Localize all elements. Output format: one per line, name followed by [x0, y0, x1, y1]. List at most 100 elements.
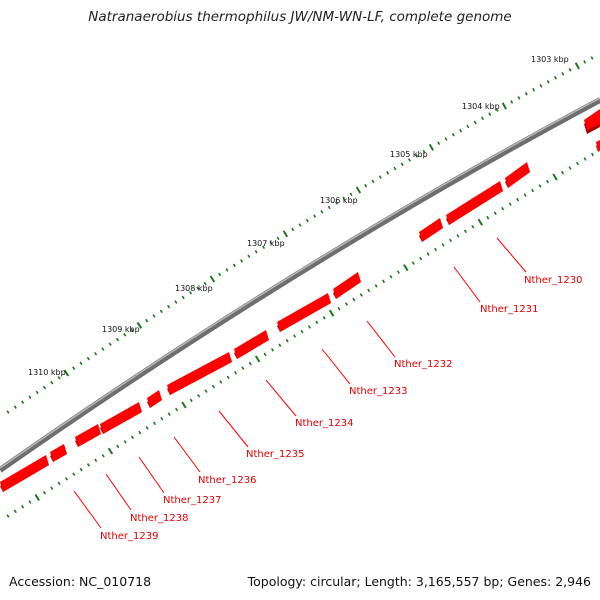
scale-tick	[524, 92, 528, 96]
scale-tick	[337, 306, 341, 311]
scale-tick	[441, 243, 445, 247]
gene-nther-1237[interactable]	[147, 390, 162, 408]
scale-tick	[552, 173, 558, 181]
scale-tick	[538, 184, 542, 188]
scale-tick	[374, 284, 378, 288]
gene-label-leaders	[73, 237, 527, 529]
scale-tick	[539, 84, 543, 88]
scale-tick	[422, 149, 426, 154]
scale-tick	[328, 309, 335, 317]
scale-tick	[378, 175, 382, 179]
gene-label-1232[interactable]: Nther_1232	[394, 359, 452, 370]
gene-nther-1229-partial[interactable]	[584, 109, 600, 134]
scale-tick	[86, 356, 90, 361]
scale-tick	[130, 328, 134, 332]
gene-label-1234[interactable]: Nther_1234	[295, 418, 353, 429]
scale-tick	[282, 230, 289, 238]
scale-tick	[352, 297, 356, 302]
scale-tick	[523, 193, 527, 197]
scale-tick	[43, 490, 47, 495]
scale-tick	[367, 288, 371, 293]
scale-tick	[28, 500, 32, 504]
scale-tick	[50, 380, 54, 385]
scale-tick	[516, 197, 520, 202]
scale-tick	[123, 333, 127, 337]
scale-tick	[456, 234, 460, 238]
gene-nther-1232[interactable]	[419, 218, 443, 242]
scale-tick	[219, 380, 223, 384]
gene-label-1231[interactable]: Nther_1231	[480, 304, 538, 315]
scale-tick	[248, 361, 252, 366]
scale-tick	[145, 426, 149, 430]
scale-tick	[115, 337, 120, 342]
scale-tick	[342, 196, 346, 201]
scale-tick	[13, 405, 17, 409]
scale-tick	[234, 370, 237, 375]
scale-tick	[159, 309, 163, 314]
scale-tick	[189, 398, 193, 403]
gene-label-1233[interactable]: Nther_1233	[349, 386, 407, 397]
gene-features	[0, 109, 600, 492]
gene-nther-1235[interactable]	[234, 330, 269, 359]
scale-tick	[400, 162, 404, 167]
scale-tick	[6, 514, 10, 518]
scale-tick	[116, 444, 120, 449]
gene-nther-1240[interactable]	[50, 444, 67, 462]
scale-tick	[196, 286, 200, 290]
scale-tick	[315, 320, 319, 325]
gene-label-1230[interactable]: Nther_1230	[524, 275, 582, 286]
gene-nther-1231[interactable]	[446, 181, 503, 225]
gene-nther-1233[interactable]	[333, 272, 361, 299]
scale-tick	[86, 463, 90, 467]
scale-tick	[211, 384, 215, 389]
scale-tick	[181, 295, 185, 300]
scale-tick	[590, 56, 594, 60]
genome-backbone	[0, 97, 600, 473]
scale-tick	[270, 348, 274, 352]
gene-label-1237[interactable]: Nther_1237	[163, 495, 221, 506]
scale-tick	[451, 133, 455, 137]
inner-scale-ticks	[6, 148, 600, 518]
scale-tick	[344, 302, 348, 306]
gene-nther-1238[interactable]	[100, 402, 142, 434]
outer-scale-ticks	[6, 56, 594, 414]
scale-tick	[209, 275, 216, 283]
scale-tick	[72, 472, 76, 477]
gene-label-1235[interactable]: Nther_1235	[246, 449, 304, 460]
gene-nther-1228-partial[interactable]	[596, 140, 600, 152]
scale-tick	[508, 202, 512, 206]
gene-nther-1241[interactable]	[0, 455, 49, 492]
scale-tick	[263, 352, 267, 357]
scale-tick	[57, 376, 61, 380]
scale-tick	[561, 72, 565, 76]
scale-tick	[477, 218, 483, 226]
scale-tick	[471, 224, 475, 229]
gene-nther-1236[interactable]	[167, 352, 232, 395]
gene-nther-1234[interactable]	[277, 293, 331, 332]
gene-label-1238[interactable]: Nther_1238	[130, 513, 188, 524]
scale-tick	[546, 179, 550, 184]
scale-tick	[386, 171, 390, 175]
gene-nther-1239[interactable]	[75, 424, 101, 447]
gene-nther-1230[interactable]	[505, 162, 530, 188]
scale-tick	[305, 218, 309, 223]
gene-label-1236[interactable]: Nther_1236	[198, 475, 256, 486]
scale-tick	[285, 338, 289, 343]
scale-labels: 1303 kbp 1304 kbp 1305 kbp 1306 kbp 1307…	[28, 55, 569, 377]
scale-tick	[145, 318, 149, 323]
scale-tick	[393, 166, 397, 171]
scale-tick	[300, 329, 304, 334]
scale-tick	[532, 88, 536, 92]
scale-tick	[546, 80, 550, 84]
scale-tick	[28, 395, 32, 400]
scale-tick	[175, 407, 179, 412]
gene-label-1239[interactable]: Nther_1239	[100, 531, 158, 542]
scale-tick	[327, 205, 331, 210]
page-title: Natranaerobius thermophilus JW/NM-WN-LF,…	[88, 9, 512, 25]
scale-tick	[254, 249, 258, 254]
scale-tick	[411, 261, 415, 265]
scale-tick	[481, 116, 484, 121]
scale-tick	[293, 334, 297, 338]
scale-tick	[531, 188, 535, 193]
